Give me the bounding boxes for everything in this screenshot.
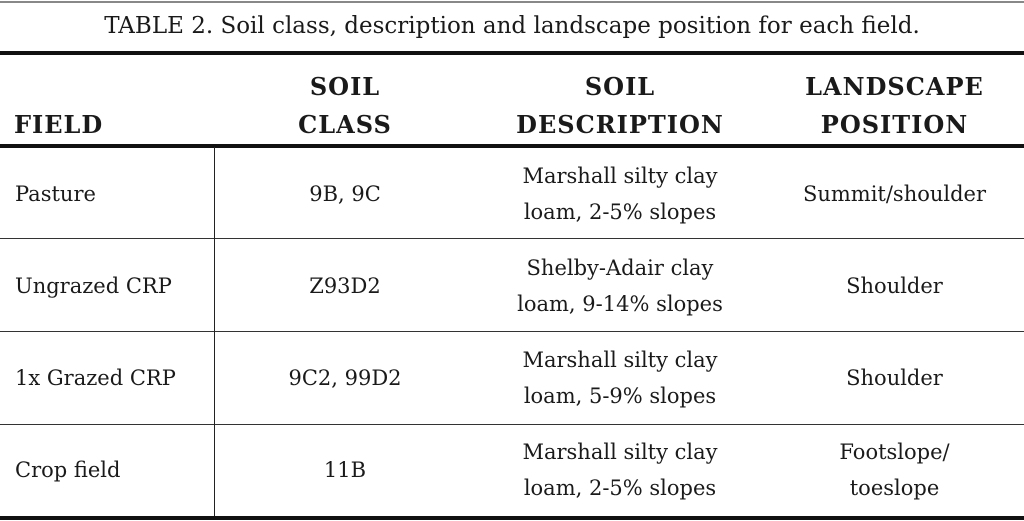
bottom-rule: [0, 516, 1024, 520]
header-soil-class: SOIL CLASS: [298, 72, 392, 139]
cell-soil-description: Marshall silty clay loam, 2-5% slopes: [522, 164, 718, 224]
header-field: FIELD: [14, 110, 104, 139]
table-row: Pasture 9B, 9C Marshall silty clay loam, 2-…: [0, 148, 1024, 240]
soil-table: FIELD SOIL CLASS SOIL DESCRIPTION LANDSCAP…: [0, 55, 1024, 516]
table-row: Ungrazed CRP Z93D2 Shelby-Adair clay loam, …: [0, 240, 1024, 332]
cell-soil-description: Marshall silty clay loam, 5-9% slopes: [522, 348, 718, 408]
header-landscape-position: LANDSCAPE POSITION: [805, 72, 984, 139]
row-divider: [0, 424, 1024, 425]
table-title: TABLE 2. Soil class, description and lan…: [104, 13, 920, 39]
cell-field: Crop field: [15, 458, 121, 482]
header-rule: [0, 144, 1024, 148]
cell-soil-description: Marshall silty clay loam, 2-5% slopes: [522, 440, 718, 500]
cell-soil-class: Z93D2: [309, 274, 381, 298]
column-divider: [214, 147, 215, 516]
table-row: 1x Grazed CRP 9C2, 99D2 Marshall silty cla…: [0, 332, 1024, 424]
row-divider: [0, 238, 1024, 239]
cell-field: 1x Grazed CRP: [15, 366, 176, 390]
header-soil-description: SOIL DESCRIPTION: [516, 72, 724, 139]
top-rule: [0, 1, 1024, 3]
cell-landscape-position: Summit/shoulder: [802, 182, 987, 206]
cell-soil-description: Shelby-Adair clay loam, 9-14% slopes: [517, 256, 723, 316]
cell-field: Ungrazed CRP: [15, 274, 172, 298]
row-divider: [0, 331, 1024, 332]
table-row: Crop field 11B Marshall silty clay loam, 2-…: [0, 424, 1024, 516]
cell-landscape-position: Shoulder: [846, 274, 943, 298]
cell-soil-class: 9B, 9C: [309, 182, 381, 206]
cell-landscape-position: Shoulder: [846, 366, 943, 390]
cell-soil-class: 11B: [323, 458, 367, 482]
header-row: FIELD SOIL CLASS SOIL DESCRIPTION LANDSCAP…: [0, 55, 1024, 148]
cell-landscape-position: Footslope/toeslope: [839, 440, 950, 500]
cell-soil-class: 9C2, 99D2: [288, 366, 402, 390]
cell-field: Pasture: [15, 182, 96, 206]
title-rule: [0, 51, 1024, 55]
